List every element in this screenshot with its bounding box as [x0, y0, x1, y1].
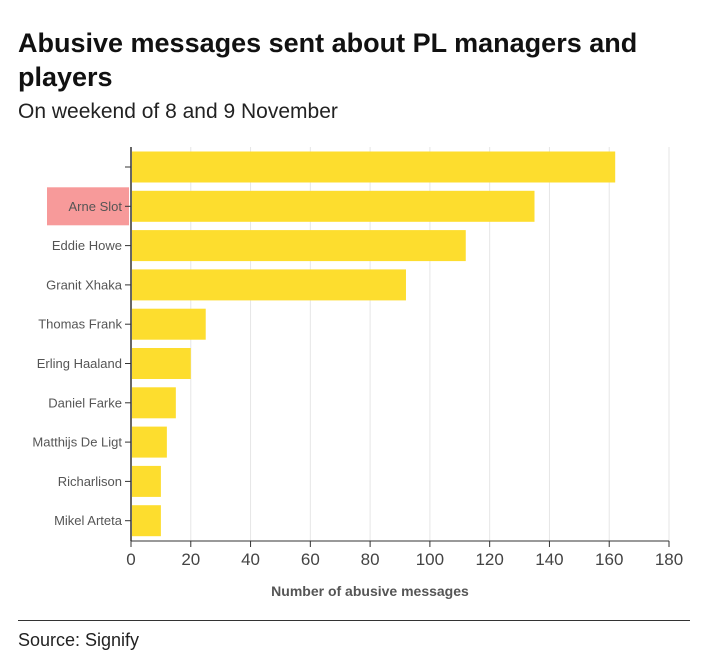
x-tick-label: 20 [181, 550, 200, 569]
bar [132, 190, 535, 222]
source-note: Source: Signify [18, 630, 140, 650]
category-label: Thomas Frank [38, 317, 122, 332]
category-label: Daniel Farke [48, 395, 122, 410]
x-tick-label: 80 [361, 550, 380, 569]
x-tick-label: 60 [301, 550, 320, 569]
x-tick-label: 180 [655, 550, 683, 569]
category-label: Mikel Arteta [54, 513, 123, 528]
highlight-layer [47, 187, 129, 226]
category-label: Matthijs De Ligt [32, 435, 122, 450]
x-tick-labels: 0 20 40 60 80 100 120 140 160 180 [126, 550, 683, 569]
footer-divider [18, 620, 690, 621]
category-label: Arne Slot [69, 199, 123, 214]
axes [125, 147, 670, 547]
x-tick-label: 140 [535, 550, 563, 569]
bar [132, 151, 616, 183]
bar [132, 308, 206, 340]
category-labels: Arne Slot Eddie Howe Granit Xhaka Thomas Fr… [32, 199, 122, 528]
bar [132, 426, 167, 458]
x-tick-label: 100 [416, 550, 444, 569]
x-tick-label: 0 [126, 550, 135, 569]
bar [132, 465, 161, 497]
category-label: Erling Haaland [37, 356, 122, 371]
x-tick-label: 40 [241, 550, 260, 569]
bar [132, 505, 161, 537]
bar [132, 348, 191, 379]
bar-chart: Arne Slot Eddie Howe Granit Xhaka Thomas Fr… [32, 147, 683, 599]
category-label: Eddie Howe [52, 238, 122, 253]
x-axis-title: Number of abusive messages [271, 583, 469, 599]
category-label: Richarlison [58, 474, 122, 489]
chart-title: Abusive messages sent about PL managers … [18, 28, 638, 92]
bar [132, 269, 406, 301]
x-tick-label: 120 [475, 550, 503, 569]
highlight-box [47, 187, 129, 226]
category-label: Granit Xhaka [46, 277, 123, 292]
x-tick-label: 160 [595, 550, 623, 569]
bar [132, 230, 466, 262]
chart-subtitle: On weekend of 8 and 9 November [18, 100, 338, 123]
bar [132, 387, 176, 419]
bars [132, 151, 616, 537]
